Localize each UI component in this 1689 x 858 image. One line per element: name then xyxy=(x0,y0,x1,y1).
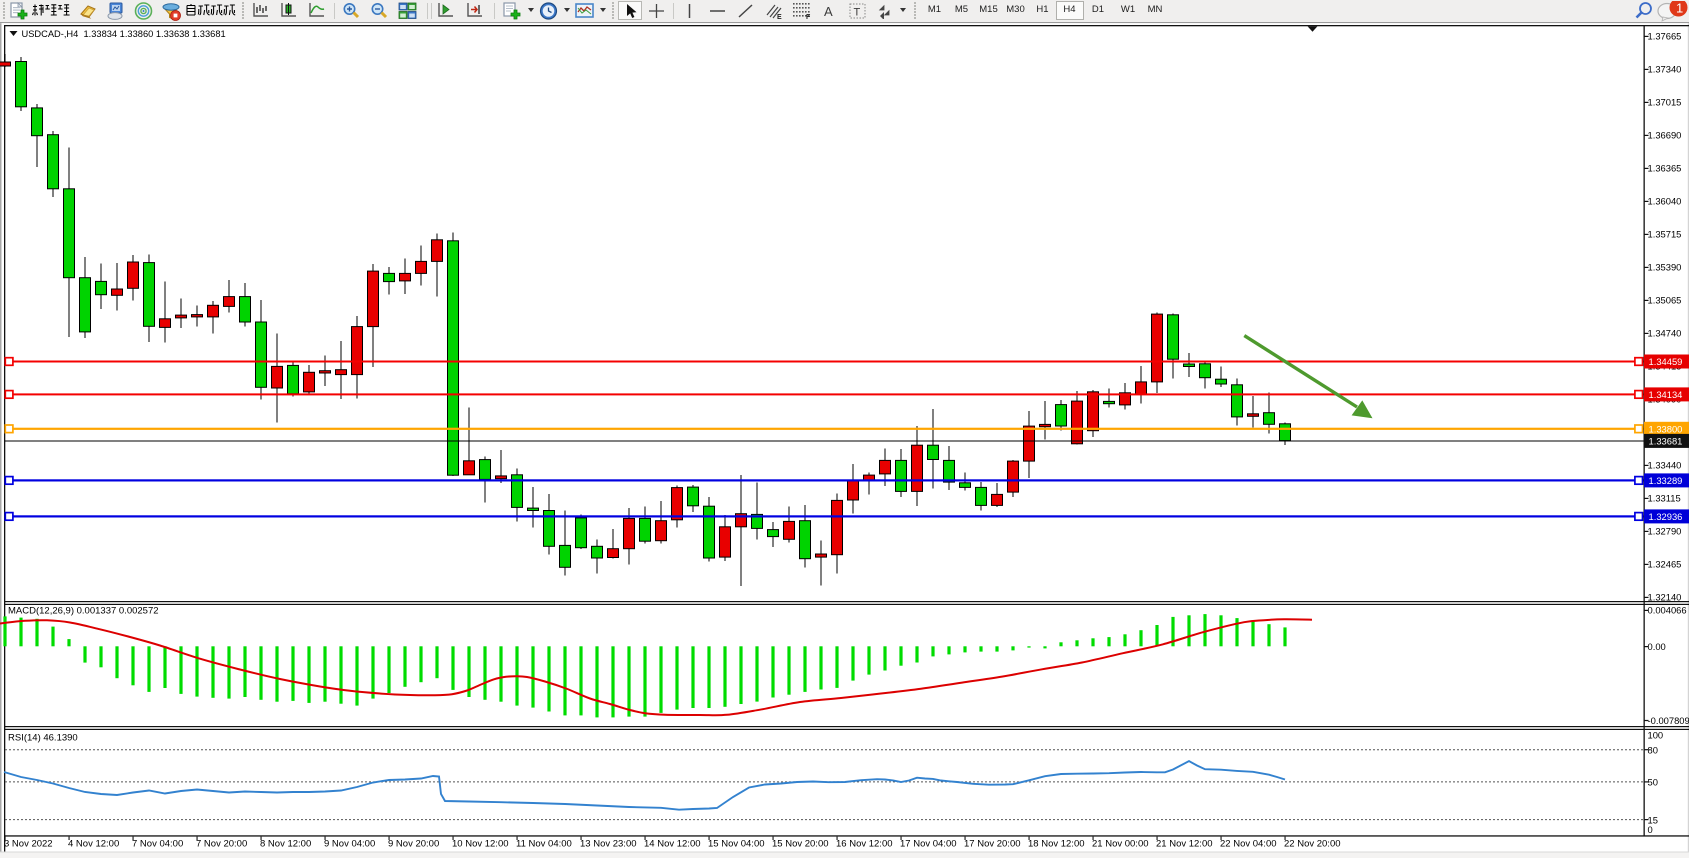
svg-text:1.32936: 1.32936 xyxy=(1649,511,1683,522)
svg-text:1.36690: 1.36690 xyxy=(1648,130,1682,141)
svg-text:1.36040: 1.36040 xyxy=(1648,196,1682,207)
svg-text:1.36365: 1.36365 xyxy=(1648,163,1682,174)
svg-text:22 Nov 04:00: 22 Nov 04:00 xyxy=(1220,839,1277,850)
svg-text:RSI(14) 46.1390: RSI(14) 46.1390 xyxy=(8,733,78,744)
svg-text:13 Nov 23:00: 13 Nov 23:00 xyxy=(580,839,637,850)
svg-text:E: E xyxy=(777,14,782,20)
svg-text:1.34740: 1.34740 xyxy=(1648,328,1682,339)
svg-text:9 Nov 20:00: 9 Nov 20:00 xyxy=(388,839,439,850)
svg-text:1.37015: 1.37015 xyxy=(1648,97,1682,108)
svg-text:1.32465: 1.32465 xyxy=(1648,559,1682,570)
svg-text:MACD(12,26,9) 0.001337 0.00257: MACD(12,26,9) 0.001337 0.002572 xyxy=(8,606,159,617)
svg-text:1.37665: 1.37665 xyxy=(1648,31,1682,42)
svg-text:21 Nov 00:00: 21 Nov 00:00 xyxy=(1092,839,1149,850)
svg-text:F: F xyxy=(806,14,811,20)
svg-text:16 Nov 12:00: 16 Nov 12:00 xyxy=(836,839,893,850)
svg-text:0: 0 xyxy=(1648,824,1653,835)
svg-text:80: 80 xyxy=(1648,744,1658,755)
svg-text:11 Nov 04:00: 11 Nov 04:00 xyxy=(516,839,572,850)
svg-text:100: 100 xyxy=(1648,730,1664,741)
svg-text:1: 1 xyxy=(1676,1,1683,16)
svg-text:7 Nov 20:00: 7 Nov 20:00 xyxy=(196,839,247,850)
svg-text:15 Nov 04:00: 15 Nov 04:00 xyxy=(708,839,765,850)
svg-text:21 Nov 12:00: 21 Nov 12:00 xyxy=(1156,839,1213,850)
svg-text:USDCAD-,H4 1.33834 1.33860 1.: USDCAD-,H4 1.33834 1.33860 1.33638 1.336… xyxy=(22,29,226,39)
svg-text:14 Nov 12:00: 14 Nov 12:00 xyxy=(644,839,701,850)
svg-text:1.35065: 1.35065 xyxy=(1648,295,1682,306)
svg-text:1.37340: 1.37340 xyxy=(1648,64,1682,75)
svg-text:1.33115: 1.33115 xyxy=(1648,493,1681,504)
svg-text:1.33440: 1.33440 xyxy=(1648,460,1682,471)
svg-text:15 Nov 20:00: 15 Nov 20:00 xyxy=(772,839,829,850)
svg-text:10 Nov 12:00: 10 Nov 12:00 xyxy=(452,839,509,850)
svg-text:0.004066: 0.004066 xyxy=(1648,605,1687,616)
svg-text:1.34134: 1.34134 xyxy=(1649,389,1683,400)
svg-text:18 Nov 12:00: 18 Nov 12:00 xyxy=(1028,839,1085,850)
svg-text:1.34459: 1.34459 xyxy=(1649,356,1683,367)
svg-text:T: T xyxy=(854,7,861,19)
svg-text:0.00: 0.00 xyxy=(1648,641,1666,652)
svg-text:15: 15 xyxy=(1648,814,1658,825)
svg-text:7 Nov 04:00: 7 Nov 04:00 xyxy=(132,839,183,850)
svg-text:22 Nov 20:00: 22 Nov 20:00 xyxy=(1284,839,1341,850)
svg-text:1.35390: 1.35390 xyxy=(1648,262,1682,273)
svg-text:8 Nov 12:00: 8 Nov 12:00 xyxy=(260,839,311,850)
svg-text:-0.007809: -0.007809 xyxy=(1648,715,1689,726)
svg-text:17 Nov 20:00: 17 Nov 20:00 xyxy=(964,839,1021,850)
svg-text:1.32140: 1.32140 xyxy=(1648,592,1682,603)
svg-text:17 Nov 04:00: 17 Nov 04:00 xyxy=(900,839,957,850)
svg-text:3 Nov 2022: 3 Nov 2022 xyxy=(4,839,53,850)
svg-text:1.33681: 1.33681 xyxy=(1649,435,1683,446)
svg-text:50: 50 xyxy=(1648,776,1658,787)
svg-text:4 Nov 12:00: 4 Nov 12:00 xyxy=(68,839,119,850)
svg-text:1.32790: 1.32790 xyxy=(1648,526,1682,537)
svg-text:9 Nov 04:00: 9 Nov 04:00 xyxy=(324,839,375,850)
svg-text:1.33289: 1.33289 xyxy=(1649,475,1683,486)
svg-text:1.33800: 1.33800 xyxy=(1649,423,1683,434)
svg-text:A: A xyxy=(824,4,833,19)
svg-text:1.35715: 1.35715 xyxy=(1648,229,1682,240)
